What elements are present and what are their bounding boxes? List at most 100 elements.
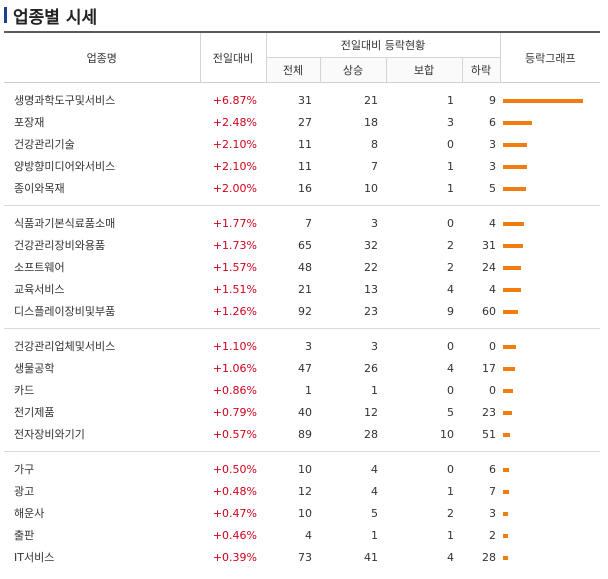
table-row[interactable]: 소프트웨어 +1.57% 48 22 2 24 — [4, 256, 600, 278]
sector-name-link[interactable]: 건강관리기술 — [14, 138, 75, 151]
col-header-down[interactable]: 하락 — [461, 57, 501, 83]
table-row[interactable]: 식품과기본식료품소매 +1.77% 7 3 0 4 — [4, 206, 600, 235]
total-count: 4 — [305, 528, 312, 542]
sector-name-link[interactable]: 소프트웨어 — [14, 261, 65, 274]
change-graph-cell — [500, 524, 600, 546]
table-row[interactable]: 건강관리업체및서비스 +1.10% 3 3 0 0 — [4, 329, 600, 358]
sector-group: 식품과기본식료품소매 +1.77% 7 3 0 4 건강관리장비와용품 +1.73% 65 32 2… — [4, 206, 601, 329]
change-graph-cell — [500, 480, 600, 502]
col-header-name[interactable]: 업종명 — [4, 31, 200, 83]
down-count: 3 — [489, 159, 497, 173]
col-header-flat[interactable]: 보합 — [385, 57, 462, 83]
up-count: 32 — [364, 238, 378, 252]
table-row[interactable]: IT서비스 +0.39% 73 41 4 28 — [4, 546, 600, 574]
table-row[interactable]: 양방향미디어와서비스 +2.10% 11 7 1 3 — [4, 155, 600, 177]
total-count: 12 — [298, 484, 312, 498]
flat-count: 1 — [447, 93, 454, 107]
sector-group: 가구 +0.50% 10 4 0 6 광고 +0.48% 12 4 1 7 해운사 +0.47% 10 5 2 3… — [4, 452, 600, 575]
table-row[interactable]: 디스플레이장비및부품 +1.26% 92 23 9 60 — [4, 300, 601, 329]
change-rate: +0.48% — [212, 484, 257, 498]
sector-name-link[interactable]: 교육서비스 — [14, 283, 65, 296]
table-row[interactable]: 생물공학 +1.06% 47 26 4 17 — [4, 357, 600, 379]
flat-count: 2 — [447, 506, 454, 520]
down-count: 17 — [482, 361, 497, 375]
sector-name-link[interactable]: 종이와목재 — [4, 177, 200, 206]
table-row[interactable]: 교육서비스 +1.51% 21 13 4 4 — [4, 278, 600, 300]
sector-name-link[interactable]: 출판 — [14, 529, 35, 542]
sector-name-link[interactable]: 건강관리업체및서비스 — [14, 340, 116, 353]
change-bar — [503, 221, 525, 226]
table-row[interactable]: 광고 +0.48% 12 4 1 7 — [4, 480, 600, 502]
sector-name-link[interactable]: 양방향미디어와서비스 — [14, 160, 116, 173]
table-row[interactable]: 가구 +0.50% 10 4 0 6 — [4, 452, 600, 481]
flat-count: 1 — [447, 528, 454, 542]
col-header-up[interactable]: 상승 — [319, 57, 386, 83]
sector-name-link[interactable]: 생명과학도구및서비스 — [14, 94, 116, 107]
sector-name-link[interactable]: 해운사 — [14, 507, 45, 520]
table-row[interactable]: 카드 +0.86% 1 1 0 0 — [4, 379, 600, 401]
col-header-total[interactable]: 전체 — [265, 57, 320, 83]
change-rate: +2.10% — [212, 137, 257, 151]
up-count: 21 — [364, 93, 378, 107]
total-count: 10 — [298, 506, 312, 520]
sector-name-link[interactable]: IT서비스 — [14, 551, 55, 564]
sector-name-link[interactable]: 생물공학 — [14, 362, 55, 375]
up-count: 1 — [371, 383, 378, 397]
sector-name-link[interactable]: 전자장비와기기 — [4, 423, 200, 452]
down-count: 3 — [489, 506, 497, 520]
up-count: 4 — [371, 462, 378, 476]
table-row[interactable]: 전기제품 +0.79% 40 12 5 23 — [4, 401, 600, 423]
change-rate: +1.73% — [212, 238, 257, 252]
down-count: 23 — [482, 405, 497, 419]
flat-count: 0 — [447, 137, 454, 151]
sector-group: 생명과학도구및서비스 +6.87% 31 21 1 9 포장재 +2.48% 27 18 3 6 건강관… — [4, 83, 601, 206]
change-bar — [503, 555, 509, 560]
flat-count: 4 — [447, 282, 454, 296]
up-count: 41 — [364, 550, 378, 564]
down-count: 7 — [489, 484, 497, 498]
down-count: 3 — [489, 137, 497, 151]
table-row[interactable]: 건강관리장비와용품 +1.73% 65 32 2 31 — [4, 234, 600, 256]
table-row[interactable]: 종이와목재 +2.00% 16 10 1 5 — [4, 177, 601, 206]
sector-name-link[interactable]: 가구 — [14, 463, 35, 476]
down-count: 5 — [462, 177, 501, 206]
sector-name-link[interactable]: 카드 — [14, 384, 35, 397]
table-row[interactable]: 전자장비와기기 +0.57% 89 28 10 51 — [4, 423, 601, 452]
change-graph-cell — [500, 452, 600, 481]
sector-name-link[interactable]: 전기제품 — [14, 406, 55, 419]
flat-count: 0 — [447, 383, 454, 397]
down-count: 0 — [489, 339, 497, 353]
table-row[interactable]: 포장재 +2.48% 27 18 3 6 — [4, 111, 600, 133]
total-count: 16 — [266, 177, 320, 206]
total-count: 92 — [266, 300, 320, 329]
change-rate: +1.06% — [212, 361, 257, 375]
change-rate: +0.57% — [200, 423, 266, 452]
table-row[interactable]: 출판 +0.46% 4 1 1 2 — [4, 524, 600, 546]
total-count: 11 — [298, 159, 312, 173]
total-count: 65 — [298, 238, 312, 252]
sector-name-link[interactable]: 광고 — [14, 485, 35, 498]
flat-count: 9 — [386, 300, 462, 329]
change-graph-cell — [500, 111, 600, 133]
flat-count: 1 — [386, 177, 462, 206]
sector-name-link[interactable]: 디스플레이장비및부품 — [4, 300, 200, 329]
change-bar — [503, 344, 517, 349]
flat-count: 3 — [447, 115, 454, 129]
col-header-group: 전일대비 등락현황 — [265, 31, 501, 58]
table-row[interactable]: 건강관리기술 +2.10% 11 8 0 3 — [4, 133, 600, 155]
sector-name-link[interactable]: 포장재 — [14, 116, 45, 129]
change-rate: +0.47% — [212, 506, 257, 520]
total-count: 27 — [298, 115, 312, 129]
change-rate: +2.48% — [212, 115, 257, 129]
sector-name-link[interactable]: 건강관리장비와용품 — [14, 239, 106, 252]
down-count: 6 — [489, 115, 497, 129]
up-count: 8 — [371, 137, 378, 151]
total-count: 48 — [298, 260, 312, 274]
col-header-change[interactable]: 전일대비 — [199, 31, 266, 83]
table-row[interactable]: 해운사 +0.47% 10 5 2 3 — [4, 502, 600, 524]
sector-name-link[interactable]: 식품과기본식료품소매 — [14, 217, 116, 230]
down-count: 2 — [489, 528, 497, 542]
flat-count: 2 — [447, 260, 454, 274]
table-row[interactable]: 생명과학도구및서비스 +6.87% 31 21 1 9 — [4, 83, 600, 112]
up-count: 5 — [371, 506, 378, 520]
